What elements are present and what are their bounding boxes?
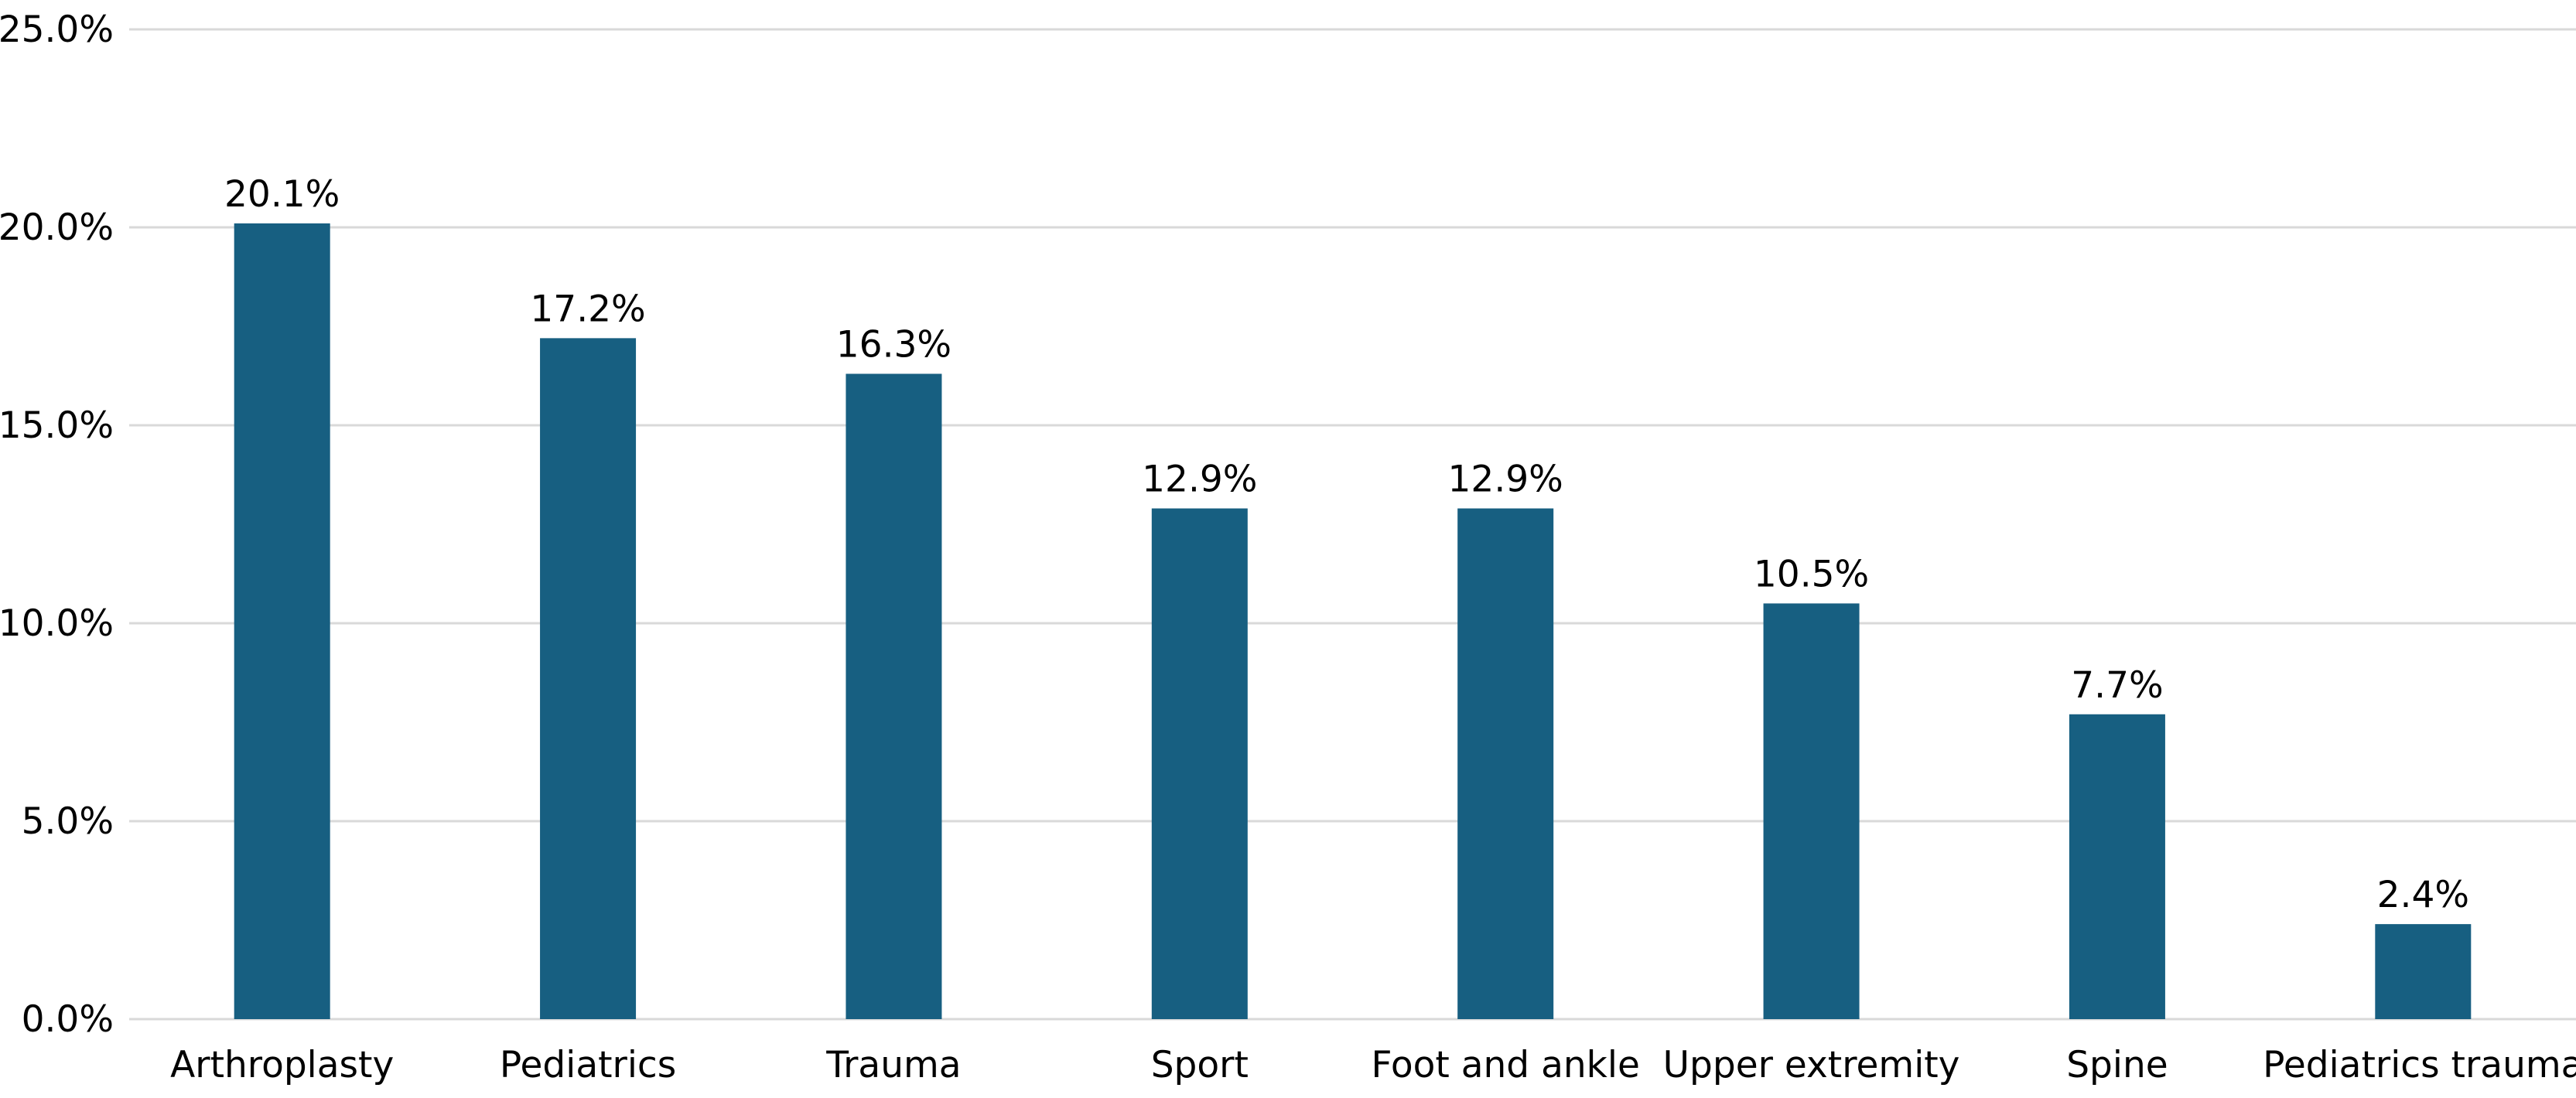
data-label: 7.7%	[2071, 664, 2163, 707]
y-tick-label: 25.0%	[0, 9, 114, 51]
x-category-label: Spine	[2066, 1044, 2168, 1086]
bar-pediatrics-trauma	[2375, 924, 2472, 1019]
data-label: 17.2%	[530, 288, 645, 330]
x-category-label: Arthroplasty	[170, 1044, 394, 1086]
y-tick-label: 5.0%	[22, 800, 114, 843]
x-category-label: Foot and ankle	[1371, 1044, 1639, 1086]
data-label: 2.4%	[2377, 874, 2469, 916]
data-label: 12.9%	[1142, 459, 1257, 501]
bar-spine	[2069, 714, 2165, 1019]
x-category-label: Trauma	[825, 1044, 961, 1086]
y-tick-label: 10.0%	[0, 602, 114, 645]
y-tick-label: 20.0%	[0, 206, 114, 249]
bar-upper-extremity	[1763, 603, 1860, 1019]
bar-trauma	[846, 373, 942, 1019]
x-category-label: Pediatrics	[500, 1044, 676, 1086]
data-label: 12.9%	[1448, 459, 1563, 501]
bar-sport	[1151, 508, 1248, 1019]
x-category-label: Sport	[1151, 1044, 1249, 1086]
data-label: 16.3%	[836, 323, 951, 366]
x-category-label: Pediatrics trauma	[2263, 1044, 2576, 1086]
y-axis-tick-labels: 0.0% 5.0% 10.0% 15.0% 20.0% 25.0%	[0, 9, 114, 1041]
bars	[234, 223, 2472, 1019]
bar-pediatrics	[540, 338, 637, 1019]
bar-foot-and-ankle	[1457, 508, 1554, 1019]
data-label: 10.5%	[1754, 553, 1869, 595]
bar-arthroplasty	[234, 223, 330, 1019]
data-label: 20.1%	[224, 173, 340, 216]
y-tick-label: 0.0%	[22, 998, 114, 1041]
y-tick-label: 15.0%	[0, 404, 114, 447]
gridlines	[129, 28, 2576, 1021]
x-category-label: Upper extremity	[1663, 1044, 1960, 1086]
data-labels: 20.1% 17.2% 16.3% 12.9% 12.9% 10.5% 7.7% 2.4%	[224, 173, 2469, 916]
x-axis-category-labels: Arthroplasty Pediatrics Trauma Sport Foot an…	[170, 1044, 2576, 1086]
